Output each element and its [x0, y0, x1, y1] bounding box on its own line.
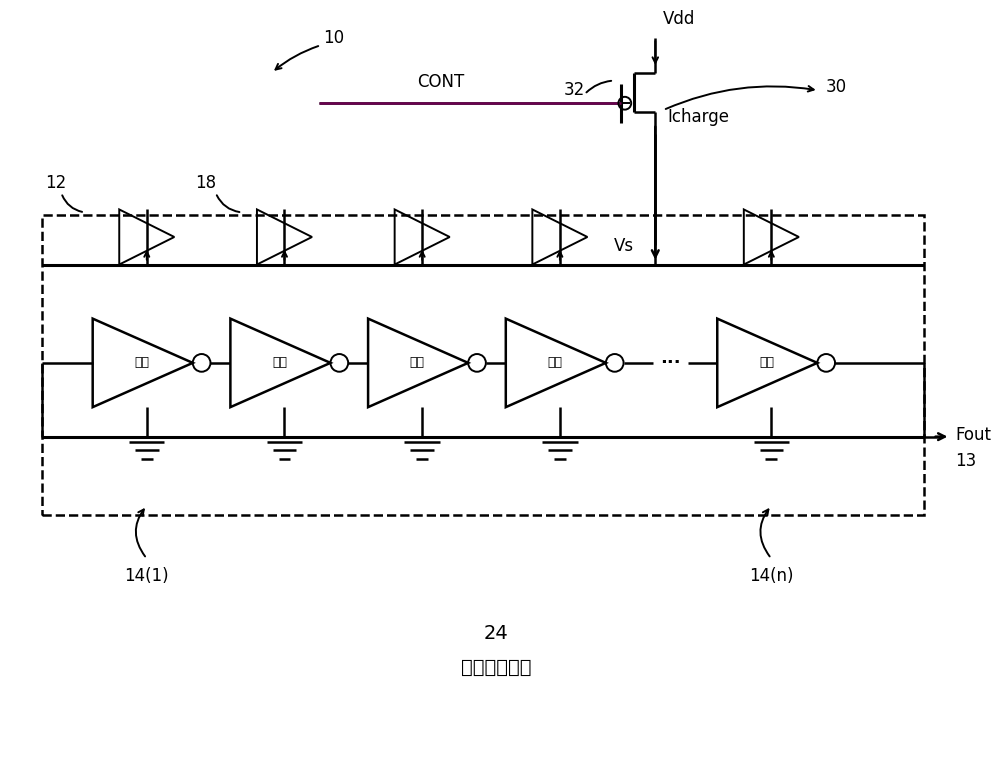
Text: 12: 12	[45, 174, 66, 192]
Text: 14(1): 14(1)	[124, 568, 169, 585]
Text: 延迟: 延迟	[759, 357, 774, 370]
Text: CONT: CONT	[417, 74, 464, 91]
Text: 24: 24	[484, 624, 508, 643]
Bar	[42, 216, 924, 515]
Text: ···: ···	[660, 354, 681, 372]
Text: 32: 32	[564, 81, 585, 100]
Text: 10: 10	[323, 29, 344, 48]
Text: 18: 18	[195, 174, 216, 192]
Text: 延迟: 延迟	[410, 357, 425, 370]
Text: Vdd: Vdd	[663, 11, 696, 28]
Text: 延迟: 延迟	[547, 357, 562, 370]
Text: 14(n): 14(n)	[749, 568, 794, 585]
Text: 13: 13	[955, 453, 977, 470]
Text: Icharge: Icharge	[667, 108, 729, 126]
Text: 延迟: 延迟	[272, 357, 287, 370]
Text: 30: 30	[825, 78, 847, 97]
Text: Vs: Vs	[614, 237, 634, 255]
Text: Fout: Fout	[955, 426, 991, 443]
Text: （现有技术）: （现有技术）	[461, 658, 531, 677]
Text: 延迟: 延迟	[134, 357, 149, 370]
